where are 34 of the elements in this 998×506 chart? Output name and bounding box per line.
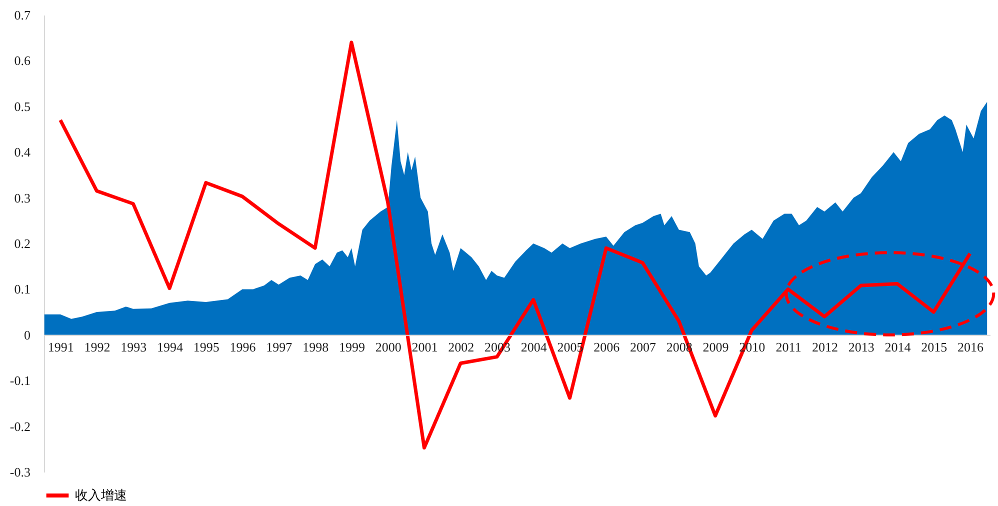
y-tick-label: 0.2: [14, 236, 30, 251]
x-tick-label: 1998: [302, 339, 329, 354]
y-tick-label: 0.4: [14, 144, 31, 160]
legend-label: 收入增速: [75, 488, 127, 502]
x-tick-label: 1991: [48, 339, 74, 354]
x-tick-label: 2012: [812, 339, 838, 354]
x-tick-label: 1993: [120, 339, 147, 354]
y-tick-label: -0.2: [10, 418, 30, 434]
x-tick-label: 1995: [193, 339, 220, 354]
x-tick-label: 2016: [957, 339, 984, 354]
x-tick-label: 2009: [702, 339, 729, 354]
y-tick-label: 0: [24, 327, 30, 342]
x-tick-label: 1997: [266, 339, 293, 354]
y-tick-label: 0.3: [14, 190, 30, 206]
y-tick-label: 0.5: [14, 98, 30, 114]
x-tick-label: 2006: [594, 339, 620, 354]
x-tick-label: 2004: [520, 339, 548, 354]
x-tick-label: 2014: [884, 339, 912, 354]
x-tick-label: 1994: [157, 339, 184, 354]
x-tick-label: 2007: [630, 339, 657, 354]
x-tick-label: 2011: [776, 339, 802, 354]
x-tick-label: 2002: [448, 339, 474, 354]
x-tick-label: 1992: [84, 339, 110, 354]
y-tick-label: 0.7: [14, 8, 31, 22]
y-tick-label: -0.3: [10, 464, 30, 480]
y-tick-label: 0.6: [14, 53, 31, 68]
x-tick-label: 1999: [338, 339, 365, 354]
x-tick-label: 2001: [412, 339, 438, 354]
x-tick-label: 2015: [921, 339, 948, 354]
x-tick-label: 1996: [230, 339, 256, 354]
y-tick-label: -0.1: [10, 373, 30, 388]
x-tick-label: 2000: [375, 339, 402, 354]
y-tick-label: 0.1: [14, 282, 30, 297]
x-tick-label: 2013: [848, 339, 874, 354]
